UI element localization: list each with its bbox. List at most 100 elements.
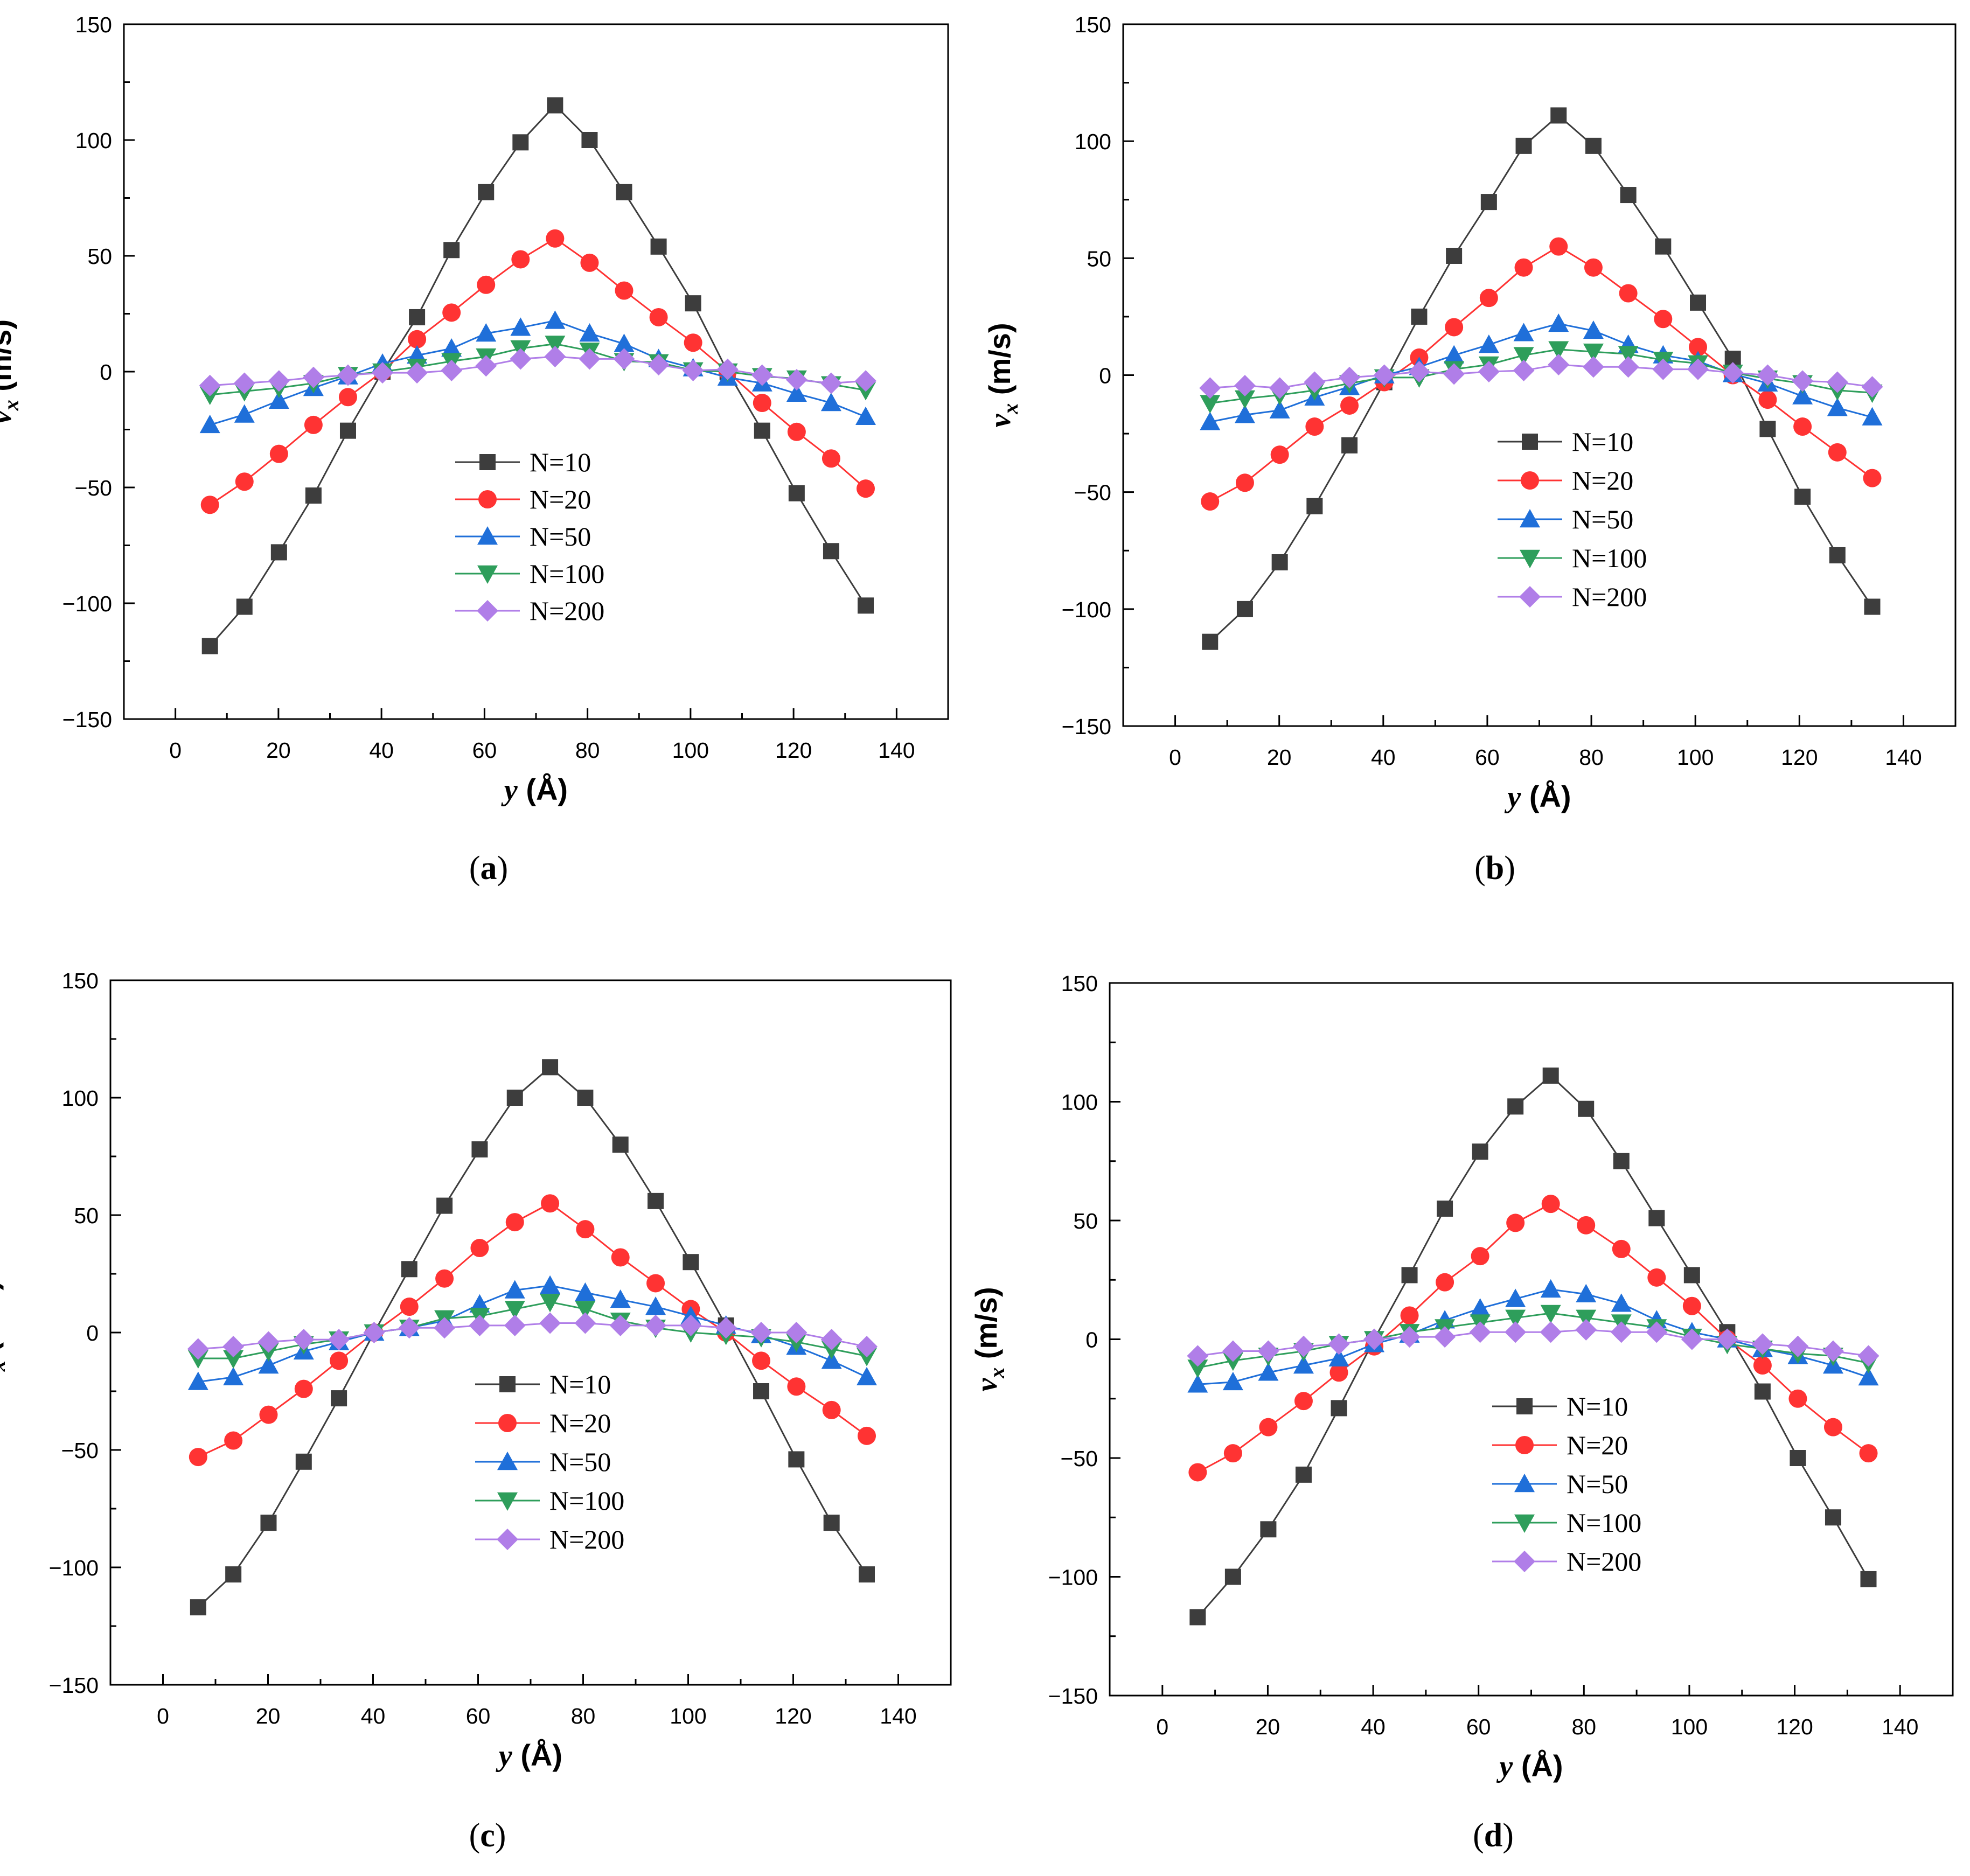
data-point [1200, 412, 1221, 430]
data-point [505, 1213, 524, 1232]
chart-panel-d: −150 −100 −50 0 50 100 150 0 20 40 60 80 100 120 140 y … [969, 971, 1954, 1854]
data-point [785, 1322, 808, 1343]
data-point [1331, 1400, 1347, 1417]
data-point [504, 1314, 526, 1336]
data-point [257, 1331, 280, 1353]
data-point [1652, 358, 1674, 380]
data-point [1829, 547, 1846, 563]
legend-marker [497, 1529, 518, 1550]
legend-label: N=20 [1567, 1430, 1628, 1460]
data-point [1513, 347, 1534, 366]
data-point [469, 1314, 491, 1336]
data-point [1681, 1328, 1703, 1350]
x-tick-label: 140 [1885, 745, 1922, 770]
x-tick-label: 40 [1361, 1714, 1386, 1739]
x-tick-label: 60 [466, 1704, 491, 1728]
x-tick-label: 120 [1776, 1714, 1813, 1739]
data-point [1234, 405, 1255, 423]
data-point [786, 383, 807, 402]
data-point [1411, 308, 1428, 325]
data-point [1295, 1466, 1312, 1483]
data-point [1687, 358, 1709, 380]
legend-label: N=10 [530, 447, 591, 477]
data-point [1513, 359, 1535, 381]
data-point [1306, 498, 1323, 514]
data-point [270, 544, 287, 561]
legend-marker [479, 454, 496, 470]
series-N=200 [1187, 1319, 1879, 1367]
legend-marker [1514, 1514, 1535, 1533]
data-point [1293, 1355, 1314, 1374]
y-tick-label: −150 [1048, 1684, 1098, 1708]
data-point [258, 1355, 279, 1374]
legend: N=10 N=20 N=50 N=100 N=200 [1492, 1391, 1641, 1577]
x-tick-label: 140 [878, 738, 915, 763]
y-tick-label: −100 [62, 591, 112, 616]
series-line [197, 1066, 868, 1608]
data-point [1339, 366, 1361, 388]
y-axis-title: vx (m/s) [983, 323, 1022, 427]
legend-marker [1516, 1398, 1533, 1414]
x-tick-label: 20 [1256, 1714, 1280, 1739]
data-point [753, 1383, 770, 1399]
data-point [1257, 1340, 1279, 1362]
x-axis-title: y (Å) [1504, 779, 1571, 814]
x-tick-label: 60 [1475, 745, 1500, 770]
data-point [788, 485, 805, 501]
data-point [331, 1390, 347, 1407]
data-point [1236, 601, 1253, 617]
data-point [1515, 137, 1532, 154]
data-point [504, 1280, 525, 1299]
data-point [682, 359, 704, 381]
data-point [1584, 258, 1603, 277]
y-tick-label: −50 [1074, 480, 1111, 505]
data-point [1828, 443, 1847, 462]
data-point [471, 1141, 488, 1157]
data-point [199, 414, 220, 434]
data-point [820, 393, 841, 412]
y-tick-label: −50 [74, 476, 112, 500]
data-point [434, 1317, 456, 1339]
data-point [1751, 1333, 1773, 1355]
x-axis-title: y (Å) [501, 772, 568, 807]
data-point [1505, 1309, 1526, 1328]
legend-label: N=10 [549, 1369, 611, 1399]
x-tick-label: 100 [672, 738, 709, 763]
data-point [1513, 323, 1534, 341]
data-point [1757, 364, 1779, 386]
data-point [1822, 1340, 1844, 1362]
legend-marker [1522, 434, 1538, 450]
x-tick-label: 80 [1572, 1714, 1597, 1739]
data-point [236, 598, 253, 615]
legend-label: N=100 [549, 1486, 624, 1516]
data-point [1446, 247, 1463, 264]
series-N=200 [1199, 353, 1883, 399]
data-point [1398, 1326, 1421, 1348]
data-point [649, 308, 668, 326]
series-N=10 [190, 1059, 875, 1616]
data-point [1683, 1267, 1700, 1284]
legend-marker [1520, 549, 1540, 568]
data-point [233, 372, 255, 394]
legend-label: N=50 [1572, 504, 1633, 534]
data-point [330, 1351, 349, 1370]
data-point [441, 338, 462, 357]
data-point [1201, 492, 1220, 511]
data-point [295, 1453, 312, 1470]
panel-label: (b) [1474, 850, 1515, 887]
data-point [338, 388, 357, 407]
legend-label: N=50 [530, 521, 591, 552]
data-point [1787, 1335, 1809, 1357]
data-point [504, 1301, 525, 1320]
data-point [1470, 1298, 1491, 1317]
data-point [1199, 377, 1221, 399]
data-point [576, 1220, 595, 1239]
data-point [1754, 1383, 1771, 1400]
y-axis-title: vx (m/s) [969, 1287, 1009, 1391]
data-point [1469, 1321, 1491, 1343]
data-point [1647, 1268, 1666, 1287]
x-tick-label: 140 [880, 1704, 916, 1728]
data-point [1858, 1367, 1879, 1386]
data-point [1575, 1319, 1597, 1341]
